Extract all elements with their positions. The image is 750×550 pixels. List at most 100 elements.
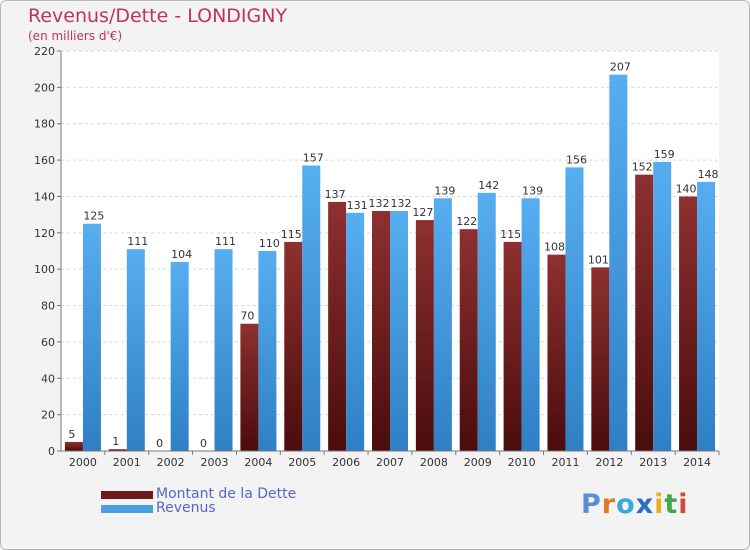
bar-dette	[64, 441, 83, 451]
data-label-revenus: 110	[259, 237, 280, 250]
logo-letter: o	[616, 489, 636, 520]
y-tick-label: 220	[34, 45, 55, 58]
bar-dette	[415, 220, 434, 451]
x-tick-label: 2001	[113, 456, 141, 469]
bar-dette	[372, 211, 390, 451]
logo-letter: i	[678, 489, 689, 520]
bar-dette	[240, 323, 259, 451]
bar-revenus	[126, 249, 145, 451]
y-tick-label: 60	[41, 336, 55, 349]
data-label-dette: 115	[281, 228, 302, 241]
chart-title: Revenus/Dette - LONDIGNY	[28, 5, 288, 27]
bar-revenus	[521, 198, 540, 451]
logo-letter: P	[581, 489, 602, 520]
label-layer: 0204060801001201401601802002202000512520…	[34, 45, 719, 469]
logo-letter: i	[654, 489, 665, 520]
x-tick-label: 2014	[683, 456, 711, 469]
data-label-dette: 115	[500, 228, 521, 241]
data-label-dette: 152	[632, 161, 653, 174]
legend-swatch-revenus	[101, 505, 153, 513]
bar-dette	[547, 254, 566, 451]
y-tick-label: 160	[34, 154, 55, 167]
chart-subtitle: (en milliers d'€)	[28, 29, 123, 43]
x-tick-label: 2007	[376, 456, 404, 469]
x-tick-label: 2013	[639, 456, 667, 469]
legend-label-revenus: Revenus	[156, 500, 216, 516]
data-label-revenus: 156	[566, 153, 587, 166]
data-label-revenus: 207	[610, 61, 631, 74]
bar-revenus	[609, 74, 628, 452]
data-label-revenus: 104	[171, 248, 192, 261]
data-label-revenus: 139	[522, 184, 543, 197]
bar-revenus	[82, 223, 101, 451]
data-label-revenus: 111	[215, 235, 236, 248]
axis-layer	[57, 50, 720, 455]
data-label-dette: 0	[156, 437, 163, 450]
bar-revenus	[653, 161, 672, 451]
data-label-dette: 127	[412, 206, 433, 219]
y-tick-label: 200	[34, 81, 55, 94]
logo-letter: x	[635, 489, 655, 520]
bar-revenus	[390, 211, 408, 451]
legend-swatch-debt	[101, 491, 153, 499]
bar-dette	[284, 241, 303, 451]
data-label-revenus: 131	[347, 199, 368, 212]
bar-dette	[459, 229, 478, 451]
data-label-dette: 5	[68, 428, 75, 441]
data-label-dette: 140	[676, 182, 697, 195]
data-label-revenus: 142	[478, 179, 499, 192]
bar-dette	[635, 174, 654, 452]
data-label-revenus: 132	[391, 197, 412, 210]
data-label-dette: 0	[200, 437, 207, 450]
data-label-dette: 137	[325, 188, 346, 201]
x-tick-label: 2005	[288, 456, 316, 469]
y-tick-label: 40	[41, 372, 55, 385]
bar-revenus	[214, 249, 233, 451]
bar-revenus	[565, 167, 584, 451]
data-label-revenus: 159	[654, 148, 675, 161]
x-tick-label: 2009	[464, 456, 492, 469]
x-tick-label: 2004	[244, 456, 272, 469]
data-label-revenus: 125	[83, 210, 104, 223]
data-label-revenus: 148	[698, 168, 719, 181]
data-label-revenus: 157	[303, 152, 324, 165]
x-tick-label: 2006	[332, 456, 360, 469]
data-label-dette: 101	[588, 253, 609, 266]
y-tick-label: 100	[34, 263, 55, 276]
y-tick-label: 0	[48, 445, 55, 458]
x-tick-label: 2012	[595, 456, 623, 469]
bar-dette	[328, 201, 347, 451]
y-tick-label: 20	[41, 409, 55, 422]
y-tick-label: 80	[41, 300, 55, 313]
bar-revenus	[697, 181, 716, 451]
x-tick-label: 2000	[69, 456, 97, 469]
data-label-revenus: 111	[127, 235, 148, 248]
data-label-revenus: 139	[434, 184, 455, 197]
x-tick-label: 2010	[508, 456, 536, 469]
legend-layer	[101, 491, 153, 513]
bar-dette	[679, 196, 698, 451]
bar-revenus	[170, 261, 189, 451]
proxiti-logo: Proxiti	[581, 489, 689, 520]
data-label-dette: 122	[456, 215, 477, 228]
x-tick-label: 2002	[157, 456, 185, 469]
x-tick-label: 2003	[201, 456, 229, 469]
bar-revenus	[346, 212, 365, 451]
data-label-dette: 1	[112, 435, 119, 448]
data-label-dette: 70	[240, 310, 254, 323]
y-tick-label: 140	[34, 190, 55, 203]
bar-revenus	[258, 251, 277, 451]
bar-dette	[108, 449, 127, 451]
bar-revenus	[302, 165, 321, 451]
bar-dette	[591, 267, 610, 451]
bar-layer	[64, 74, 716, 452]
bar-revenus	[433, 198, 452, 451]
bar-dette	[503, 241, 522, 451]
x-tick-label: 2011	[551, 456, 579, 469]
y-tick-label: 120	[34, 227, 55, 240]
legend-label-debt: Montant de la Dette	[156, 486, 297, 502]
y-tick-label: 180	[34, 118, 55, 131]
x-tick-label: 2008	[420, 456, 448, 469]
